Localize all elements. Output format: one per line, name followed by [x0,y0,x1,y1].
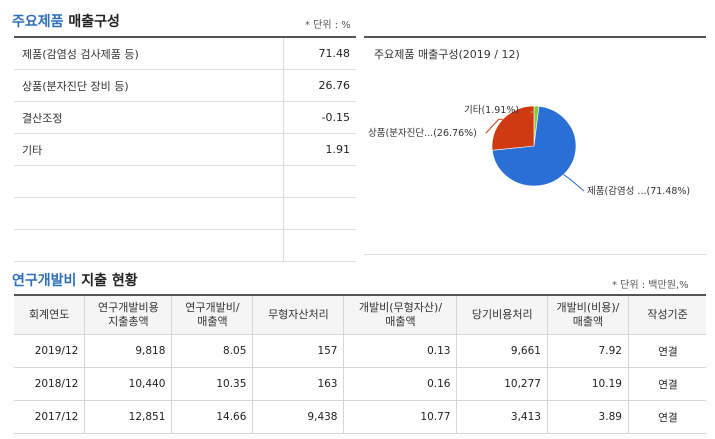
composition-row-label: 결산조정 [14,101,284,134]
rnd-header-cell: 연구개발비/매출액 [171,294,254,335]
composition-row-value [283,197,356,230]
composition-row-value: 71.48 [283,36,356,70]
rnd-value-cell: 3.89 [546,400,629,434]
composition-row-label: 제품(감염성 검사제품 등) [14,36,284,70]
pie-slice-label: 기타(1.91%) [464,105,519,116]
rnd-value-cell: 157 [252,334,345,368]
rnd-value-cell: 10,440 [84,367,173,401]
pie-slice [491,105,535,151]
composition-row-value: -0.15 [283,101,356,134]
rnd-header-text: 개발비(비용)/ [556,301,620,314]
rnd-value-cell: 10.19 [546,367,629,401]
rnd-value-cell: 10.35 [171,367,254,401]
rnd-unit: * 단위 : 백만원,% [612,280,689,291]
composition-row-label: 기타 [14,133,284,166]
rnd-value-cell: 9,438 [252,400,345,434]
pie-leader-line [530,106,538,113]
rnd-year-cell: 2017/12 [14,400,86,434]
rnd-header-text: 매출액 [197,315,228,328]
rnd-value-cell: 10,277 [456,367,548,401]
rnd-header-text: 작성기준 [647,308,688,321]
rnd-value-cell: 0.16 [343,367,458,401]
rnd-value-cell: 연결 [627,334,706,368]
rnd-value-cell: 163 [252,367,345,401]
composition-row [14,229,356,262]
rnd-year-cell: 2019/12 [14,334,86,368]
rnd-value-cell: 연결 [627,400,706,434]
rnd-table: 회계연도 연구개발비용 지출총액 연구개발비/매출액 무형자산처리 개발비(무형자산)/매… [14,294,706,434]
rnd-header-cell: 연구개발비용 지출총액 [84,294,173,335]
composition-row [14,197,356,230]
composition-row: 결산조정 -0.15 [14,101,356,134]
pie-chart-panel: 주요제품 매출구성(2019 / 12) 기타(1.91%) 상품(분자진단...… [364,36,706,255]
composition-title: 주요제품 매출구성 [12,14,120,30]
rnd-header-cell: 무형자산처리 [252,294,345,335]
composition-row-value [283,165,356,198]
rnd-value-cell: 12,851 [84,400,173,434]
composition-unit: * 단위 : % [305,20,351,31]
pie-leader-line [485,118,503,134]
pie-leader-line [563,174,585,192]
pie-chart-title: 주요제품 매출구성(2019 / 12) [374,48,520,61]
rnd-value-cell: 9,818 [84,334,173,368]
rnd-title: 연구개발비 지출 현황 [12,273,138,289]
rnd-header-text: 회계연도 [28,308,70,321]
composition-row-label [14,229,284,262]
rnd-header-cell: 당기비용처리 [456,294,548,335]
composition-row-value [283,229,356,262]
rnd-header-cell: 작성기준 [627,294,706,335]
composition-row: 기타 1.91 [14,133,356,166]
rnd-row: 2018/12 10,440 10.35 163 0.16 10,277 10.19 연결 [14,367,706,401]
rnd-header-text: 지출총액 [108,315,149,328]
rnd-value-cell: 연결 [627,367,706,401]
rnd-value-cell: 9,661 [456,334,548,368]
pie-slice-label: 제품(감염성 ...(71.48%) [587,185,690,197]
rnd-header-cell: 개발비(비용)/매출액 [546,294,629,335]
composition-row: 제품(감염성 검사제품 등) 71.48 [14,36,356,70]
rnd-header-text: 개발비(무형자산)/ [358,301,443,314]
rnd-header-text: 매출액 [385,315,416,328]
rnd-value-cell: 0.13 [343,334,458,368]
pie-chart: 기타(1.91%) 상품(분자진단...(26.76%) 제품(감염성 ...(71… [368,105,690,197]
pie-slice-label: 상품(분자진단...(26.76%) [368,128,477,139]
rnd-year-cell: 2018/12 [14,367,86,401]
rnd-header-text: 무형자산처리 [268,308,329,321]
rnd-value-cell: 7.92 [546,334,629,368]
composition-table: 제품(감염성 검사제품 등) 71.48 상품(분자진단 장비 등) 26.76 결산조… [14,36,356,262]
composition-row [14,165,356,198]
composition-row-label [14,165,284,198]
rnd-header-text: 당기비용처리 [471,308,533,321]
rnd-value-cell: 8.05 [171,334,254,368]
rnd-value-cell: 10.77 [343,400,458,434]
rnd-header-cell: 개발비(무형자산)/매출액 [343,294,458,335]
composition-row-label: 상품(분자진단 장비 등) [14,69,284,102]
rnd-header-text: 연구개발비/ [185,301,240,314]
rnd-header-cell: 회계연도 [14,294,86,335]
composition-row-label [14,197,284,230]
composition-row-value: 1.91 [283,133,356,166]
rnd-header-text: 매출액 [572,315,604,328]
rnd-value-cell: 3,413 [456,400,548,434]
rnd-value-cell: 14.66 [171,400,254,434]
rnd-row: 2019/12 9,818 8.05 157 0.13 9,661 7.92 연결 [14,334,706,368]
rnd-header-text: 연구개발비용 [97,301,159,314]
rnd-row: 2017/12 12,851 14.66 9,438 10.77 3,413 3.89 연결 [14,400,706,434]
composition-row-value: 26.76 [283,69,356,102]
composition-row: 상품(분자진단 장비 등) 26.76 [14,69,356,102]
